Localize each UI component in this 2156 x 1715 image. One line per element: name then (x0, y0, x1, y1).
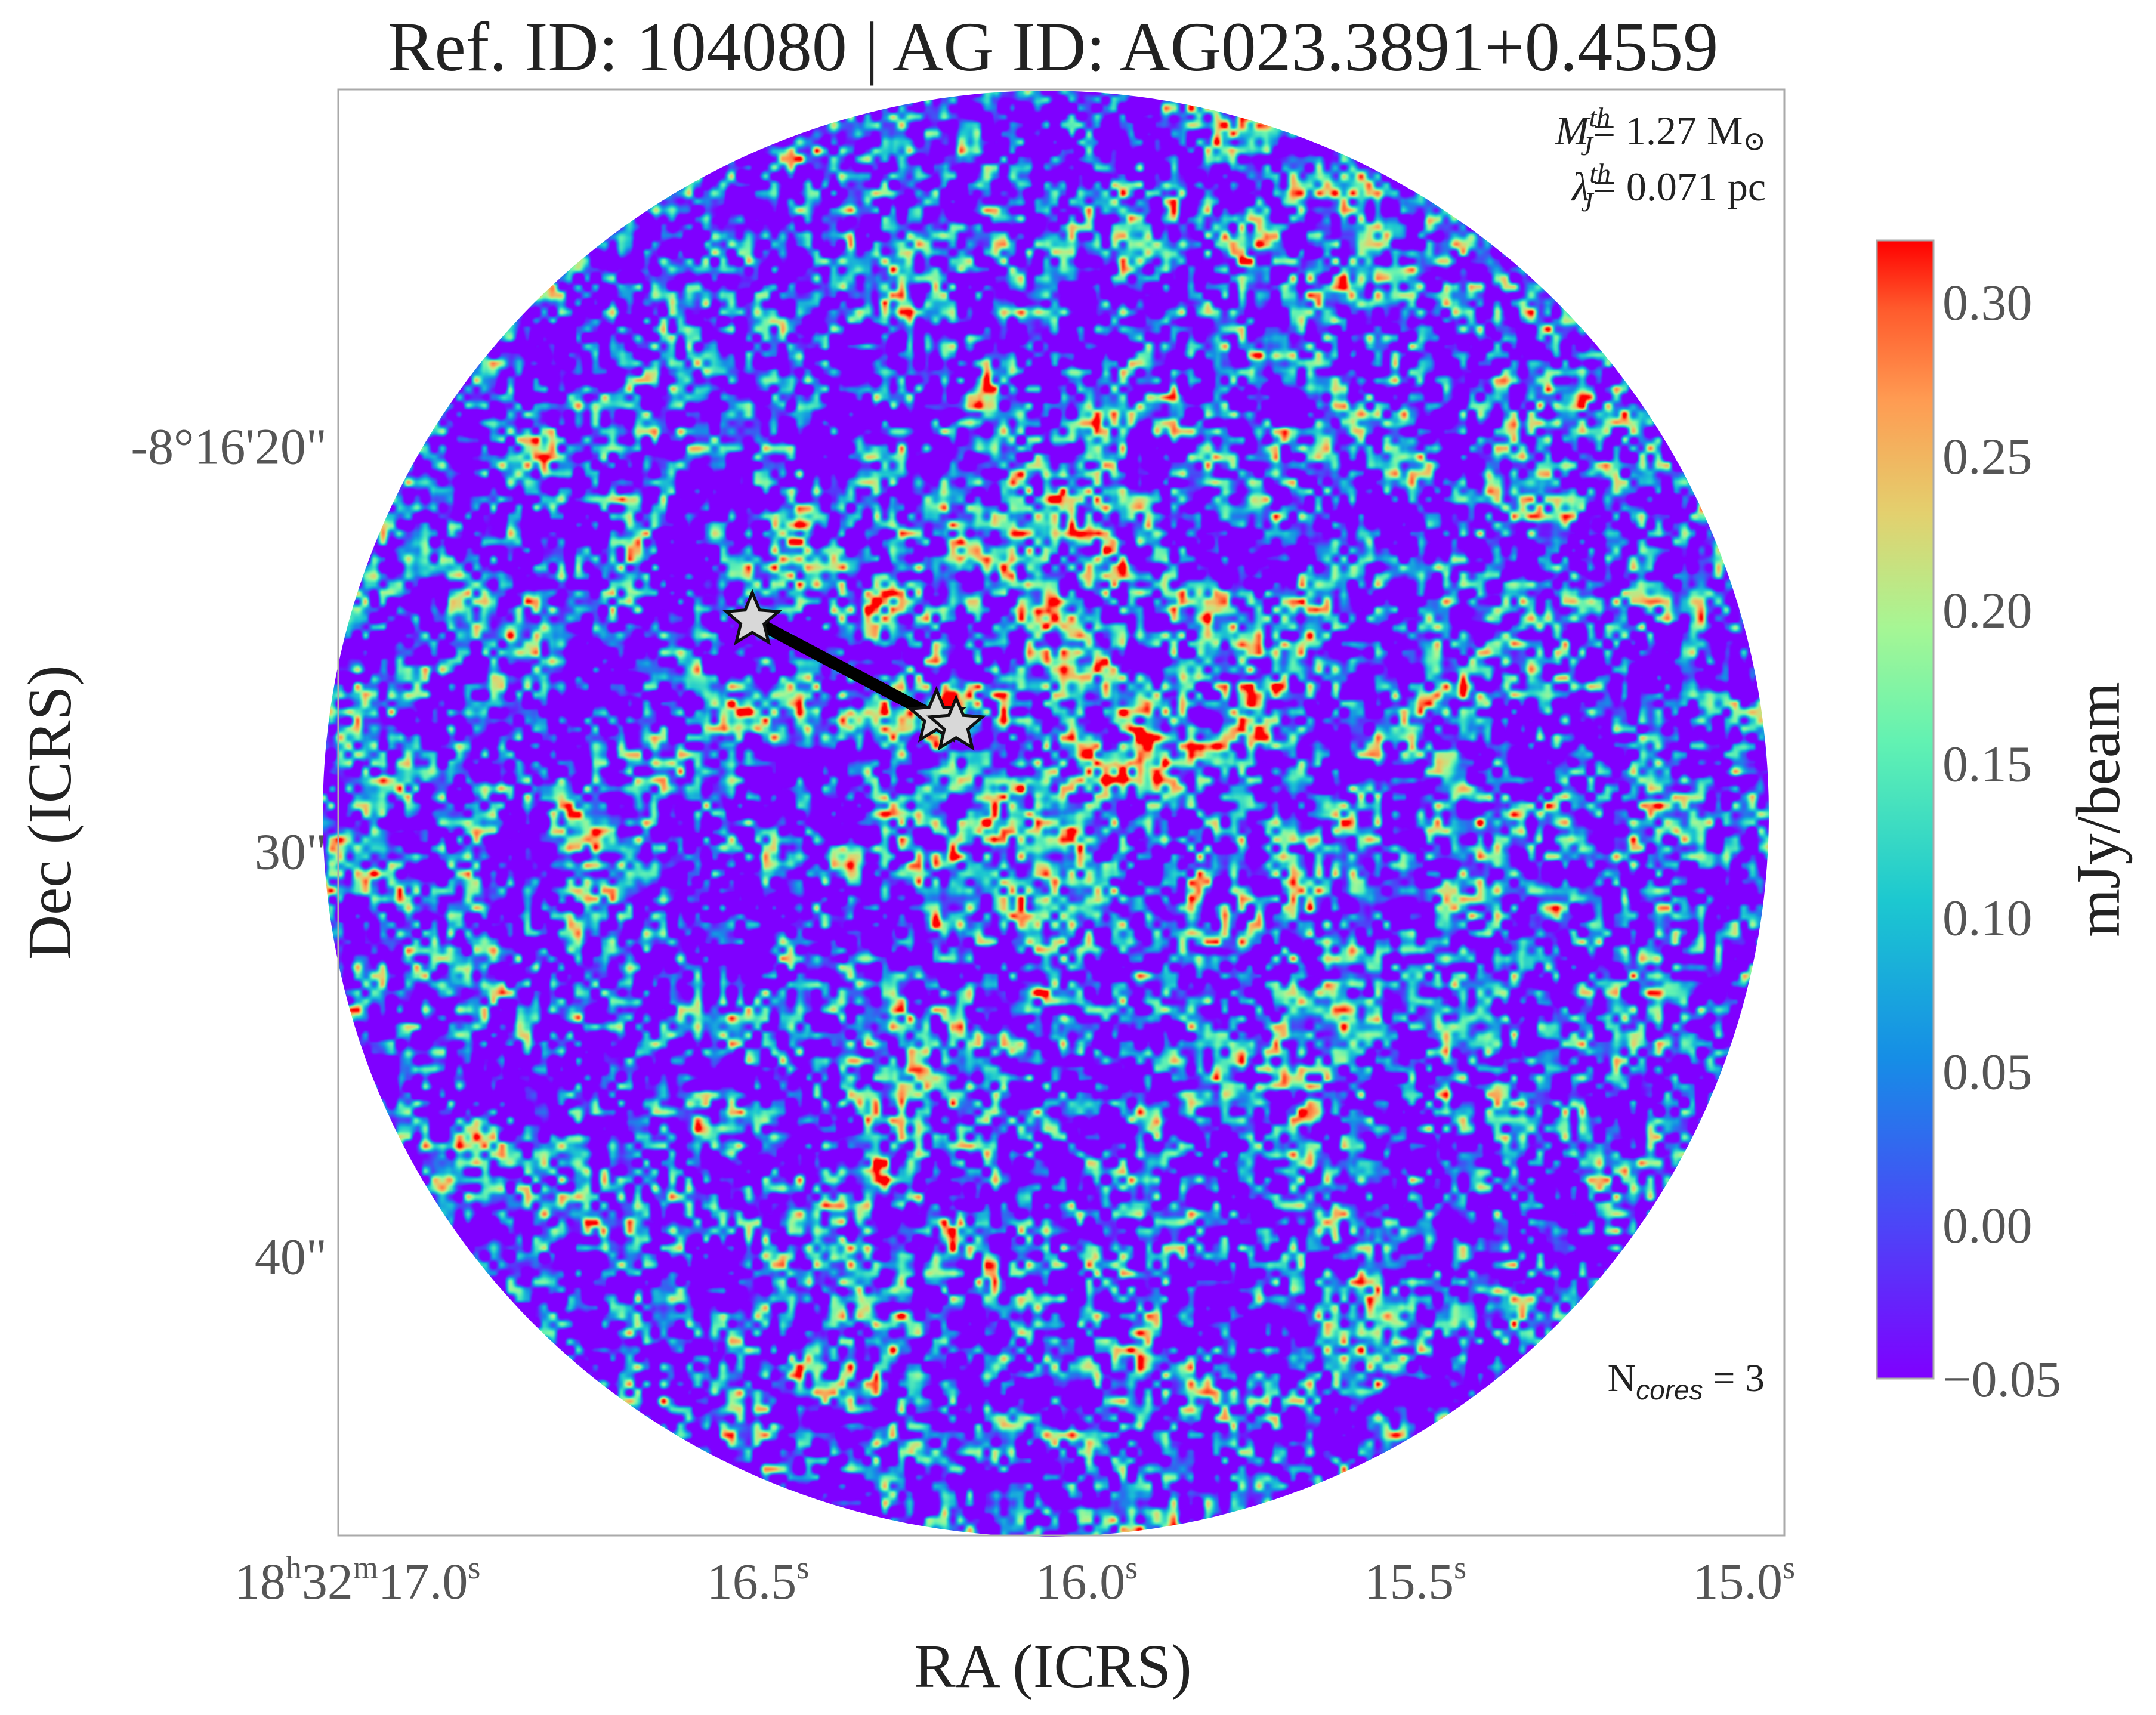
colorbar-tick-label: 0.25 (1942, 428, 2033, 485)
colorbar-ticks: −0.05 0.00 0.05 0.10 0.15 0.20 0.25 0.30 (1942, 274, 2061, 1408)
core-markers (722, 588, 986, 751)
colorbar-tick-label: 0.20 (1942, 582, 2033, 639)
plot-frame (337, 88, 1786, 1537)
colorbar-tick-label: 0.30 (1942, 274, 2033, 331)
colorbar-label: mJy/beam (2064, 682, 2133, 937)
colorbar (1876, 239, 1935, 1380)
colorbar-tick-label: −0.05 (1942, 1351, 2061, 1408)
x-tick-label: 16.5s (707, 1550, 810, 1610)
jeans-mass-sub: J (1580, 131, 1594, 161)
jeans-mass-annotation: Mth J= 1.27 M⊙ (1555, 102, 1766, 161)
y-axis-ticks: -8°16'20" 30" 40" (131, 418, 327, 1286)
ncores-annotation: Ncores = 3 (1608, 1356, 1765, 1405)
core-star-marker (722, 588, 783, 645)
chart-title: Ref. ID: 104080 | AG ID: AG023.3891+0.45… (388, 8, 1718, 86)
x-tick-label: 15.5s (1364, 1550, 1467, 1610)
ncores-prefix: N (1608, 1356, 1636, 1400)
y-tick-label: 40" (255, 1228, 327, 1285)
intensity-map (323, 91, 1769, 1537)
x-tick-label: 16.0s (1036, 1550, 1138, 1610)
colorbar-tick-label: 0.10 (1942, 889, 2033, 946)
jeans-mass-symbol: M (1555, 108, 1591, 153)
x-tick-label: 15.0s (1692, 1550, 1795, 1610)
mst-edge (746, 614, 943, 724)
ncores-value: = 3 (1703, 1356, 1765, 1400)
jeans-mass-sup: th (1589, 102, 1610, 132)
y-axis-label: Dec (ICRS) (16, 665, 84, 960)
jeans-length-symbol: λ (1571, 164, 1589, 209)
x-tick-label: 18h32m17.0s (234, 1550, 481, 1610)
jeans-length-sup: th (1589, 158, 1611, 189)
x-axis-label: RA (ICRS) (914, 1632, 1191, 1701)
ncores-sub: cores (1636, 1374, 1703, 1405)
jeans-length-value: = 0.071 pc (1593, 164, 1766, 209)
jeans-length-annotation: λth J= 0.071 pc (1571, 158, 1766, 217)
y-tick-label: -8°16'20" (131, 418, 327, 475)
jeans-length-sub: J (1581, 187, 1595, 217)
core-star-marker (926, 694, 986, 751)
colorbar-tick-label: 0.00 (1942, 1197, 2033, 1254)
solar-mass-symbol: ⊙ (1743, 126, 1766, 156)
colorbar-tick-label: 0.15 (1942, 736, 2033, 793)
x-axis-ticks: 18h32m17.0s 16.5s 16.0s 15.5s 15.0s (234, 1550, 1795, 1610)
jeans-mass-value: = 1.27 M (1593, 108, 1743, 153)
colorbar-tick-label: 0.05 (1942, 1043, 2033, 1100)
map-noise-image (323, 91, 1769, 1537)
y-tick-label: 30" (255, 823, 327, 880)
